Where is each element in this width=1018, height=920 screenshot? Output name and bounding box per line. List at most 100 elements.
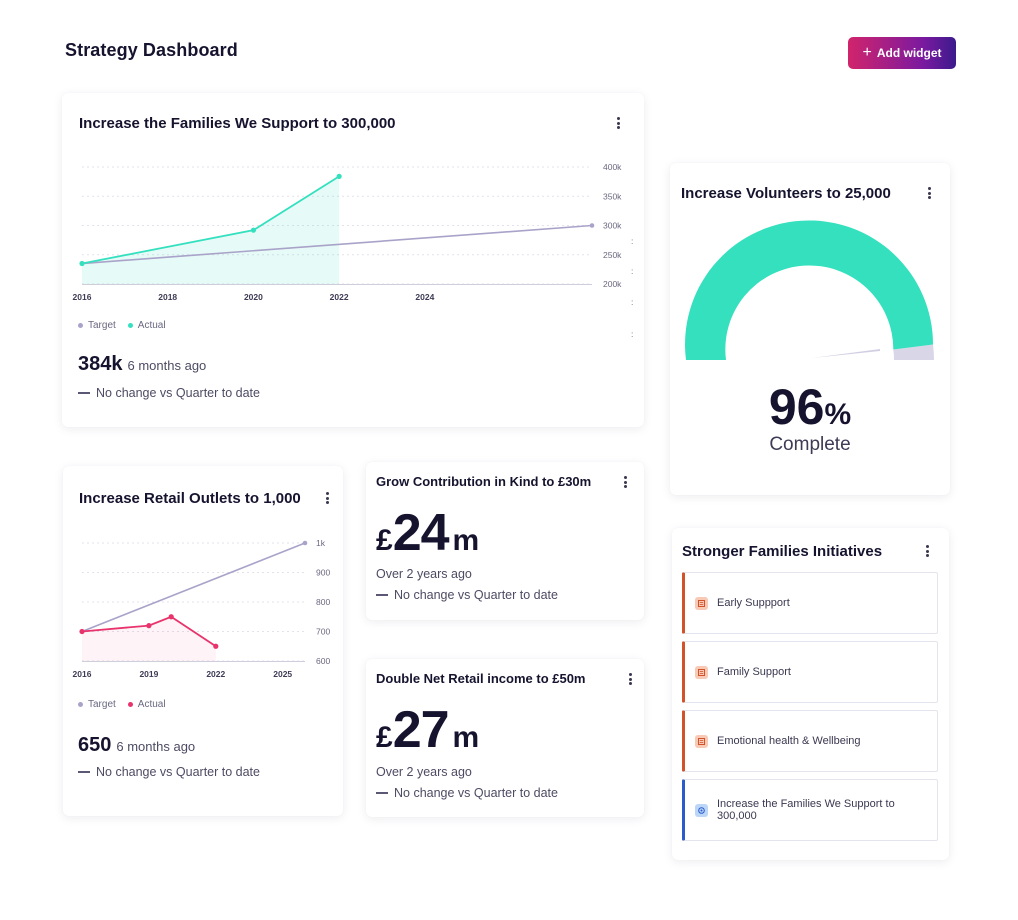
contribution-change-text: No change vs Quarter to date [394,588,558,602]
legend-target: Target [78,320,116,331]
retail-menu-icon[interactable] [322,490,332,506]
net-retail-value: £ 27 m [376,700,479,760]
y-tick-label: 250k [603,250,622,260]
y-tick-label: 200k [603,279,622,289]
actual-point [79,628,85,635]
target-point [589,223,595,228]
y-tick-label: 600 [316,656,330,666]
families-chart: 400k 350k 300k 250k 200k 2016 2018 2020 2022 202… [73,162,634,339]
contribution-change: No change vs Quarter to date [376,588,558,602]
initiative-label: Family Support [717,666,791,678]
x-tick-label: 2022 [206,669,225,679]
volunteers-label: Complete [769,434,851,455]
retail-change: No change vs Quarter to date [78,765,260,779]
initiative-label: Emotional health & Wellbeing [717,735,861,747]
y-tick-label: 800 [316,597,330,607]
x-tick-label: 2022 [330,292,349,302]
retail-widget-title: Increase Retail Outlets to 1,000 [79,490,301,507]
volunteers-menu-icon[interactable] [924,185,934,201]
families-stat-ago: 6 months ago [127,358,207,373]
retail-change-text: No change vs Quarter to date [96,765,260,779]
x-tick-label: 2020 [244,292,263,302]
dash-icon [376,594,388,596]
y-tick-label: 300k [603,221,622,231]
net-retail-widget-title: Double Net Retail income to £50m [376,671,586,686]
actual-point [146,623,152,629]
actual-line [81,615,217,648]
legend-actual: Actual [127,699,166,710]
target-icon [695,803,708,817]
contribution-unit: m [452,524,480,557]
net-retail-change: No change vs Quarter to date [376,786,558,800]
families-menu-icon[interactable] [613,115,623,131]
initiative-item[interactable]: Family Support [682,641,938,703]
families-stat-value: 384k [78,353,123,375]
initiatives-menu-icon[interactable] [922,543,932,559]
net-retail-change-text: No change vs Quarter to date [394,786,558,800]
retail-chart: 1k 900 800 700 600 2016 2019 2022 2025 [73,538,331,679]
families-chart-edge-marks: : : : : [631,236,633,339]
y-tick-label: 1k [316,538,326,548]
families-widget-title: Increase the Families We Support to 300,… [79,115,396,132]
x-tick-label: 2025 [273,669,292,679]
document-icon [695,734,708,748]
y-tick-label: 900 [316,568,330,578]
gauge-track [893,344,934,360]
add-widget-label: Add widget [876,46,942,60]
families-widget [62,93,644,427]
net-retail-amount: 27 [392,701,450,759]
x-tick-label: 2016 [73,292,92,302]
actual-area [82,616,216,661]
actual-point [213,643,219,649]
document-icon [695,596,708,610]
retail-stat-value: 650 [78,734,112,756]
contribution-sub: Over 2 years ago [376,567,472,581]
target-line [81,542,306,633]
retail-legend: Target Actual [78,699,166,710]
page-title: Strategy Dashboard [65,40,238,60]
actual-area [82,176,340,284]
initiative-item[interactable]: Emotional health & Wellbeing [682,710,938,772]
initiative-item[interactable]: Increase the Families We Support to 300,… [682,779,938,841]
y-tick-label: 700 [316,627,330,637]
volunteers-percent: 96% [670,378,950,436]
contribution-value: £ 24 m [376,503,479,563]
contribution-menu-icon[interactable] [620,474,630,490]
net-retail-sub: Over 2 years ago [376,765,472,779]
x-tick-label: 2018 [158,292,177,302]
retail-widget [63,466,343,816]
dash-icon [376,792,388,794]
gauge-fill [685,220,934,360]
dash-icon [78,771,90,773]
contribution-widget [366,462,644,620]
x-tick-label: 2019 [139,669,158,679]
x-tick-label: 2024 [415,292,434,302]
families-change-text: No change vs Quarter to date [96,386,260,400]
initiative-label: Early Suppport [717,597,790,609]
contribution-amount: 24 [392,504,450,562]
svg-text::: : [631,266,633,276]
volunteers-percent-sign: % [824,398,852,431]
y-tick-label: 350k [603,191,622,201]
x-tick-label: 2016 [73,669,92,679]
svg-text::: : [631,329,633,339]
volunteers-widget-title: Increase Volunteers to 25,000 [681,185,891,202]
currency-symbol: £ [376,524,393,557]
actual-point [250,227,257,233]
actual-point [336,173,342,179]
families-legend: Target Actual [78,320,166,331]
plus-icon: + [862,44,872,61]
volunteers-percent-value: 96 [768,379,825,435]
net-retail-unit: m [452,721,480,754]
net-retail-menu-icon[interactable] [625,671,635,687]
legend-actual: Actual [127,320,166,331]
document-icon [695,665,708,679]
dash-icon [78,392,90,394]
contribution-widget-title: Grow Contribution in Kind to £30m [376,474,592,489]
target-point [302,540,308,546]
families-change: No change vs Quarter to date [78,386,260,400]
currency-symbol: £ [376,721,393,754]
initiative-item[interactable]: Early Suppport [682,572,938,634]
actual-point [79,260,85,267]
add-widget-button[interactable]: + Add widget [848,37,956,69]
